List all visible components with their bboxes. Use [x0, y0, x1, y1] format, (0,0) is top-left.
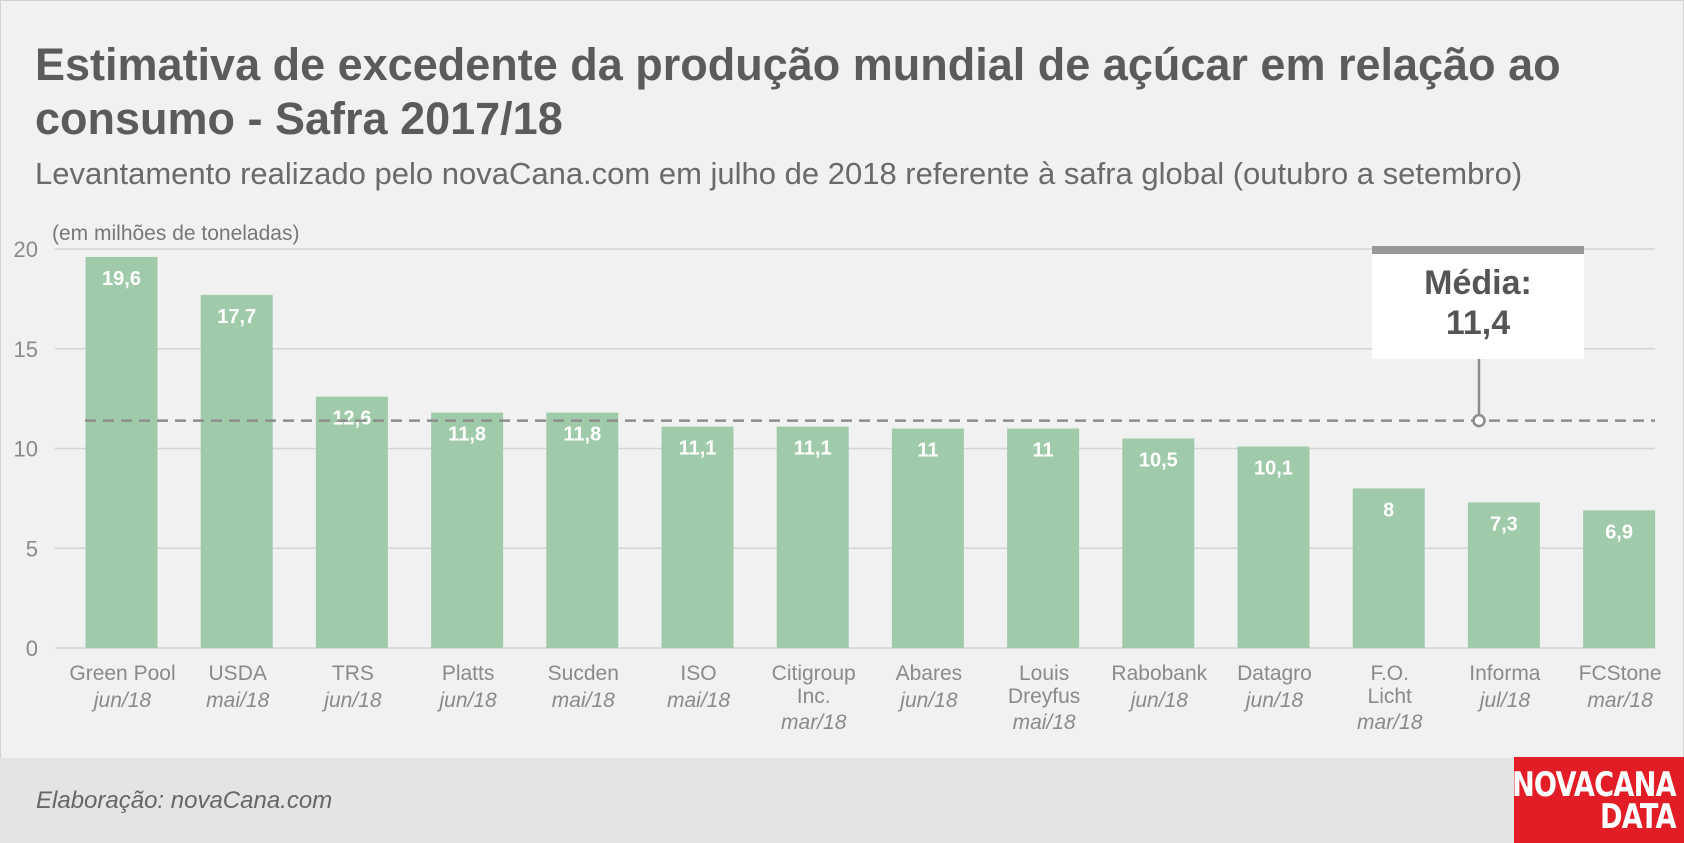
novacana-data-logo: NOVACANA DATA [1512, 757, 1684, 843]
y-tick-label: 15 [14, 337, 38, 362]
logo-line-1: NOVACANA [1512, 765, 1677, 805]
chart-title: Estimativa de excedente da produção mund… [35, 39, 1561, 144]
x-category-label: Citigroup [772, 662, 856, 685]
logo-line-2: DATA [1600, 797, 1677, 837]
bar-value-label: 11 [1033, 440, 1054, 462]
bar-value-label: 11,8 [448, 424, 486, 446]
bar-value-label: 17,7 [217, 306, 256, 328]
x-category-date: jun/18 [436, 689, 497, 712]
chart-subtitle: Levantamento realizado pelo novaCana.com… [35, 156, 1523, 191]
y-tick-label: 10 [14, 437, 38, 462]
y-tick-label: 0 [26, 636, 38, 661]
bar [1583, 510, 1656, 648]
x-category-label: Platts [442, 662, 495, 685]
x-category-date: mar/18 [1357, 711, 1423, 734]
bar-value-label: 10,1 [1254, 458, 1293, 480]
bar-value-label: 11,1 [679, 438, 717, 460]
x-category-label: Sucden [548, 662, 619, 685]
x-category-label: Informa [1469, 662, 1541, 685]
x-category-label: Louis [1019, 662, 1069, 685]
x-category-label: FCStone [1579, 662, 1662, 685]
footer-bar [0, 758, 1684, 843]
x-category-date: jun/18 [1128, 689, 1189, 712]
x-category-label: TRS [332, 662, 374, 685]
x-category-label: Dreyfus [1008, 685, 1080, 708]
bar-value-label: 10,5 [1139, 450, 1178, 472]
average-callout-box [1372, 246, 1584, 359]
bar-value-label: 11,1 [794, 438, 832, 460]
bar [546, 412, 619, 648]
bar [1352, 488, 1425, 648]
x-category-label: Inc. [797, 685, 831, 708]
x-category-label: Abares [896, 662, 963, 685]
x-category-date: mai/18 [552, 689, 615, 712]
x-category-date: jul/18 [1477, 689, 1531, 712]
x-category-date: jun/18 [1243, 689, 1304, 712]
bar [1122, 438, 1195, 648]
x-category-label: Green Pool [69, 662, 175, 685]
bar [891, 428, 964, 648]
x-category-date: mai/18 [1013, 711, 1076, 734]
x-category-date: mai/18 [206, 689, 269, 712]
x-category-label: USDA [209, 662, 267, 685]
x-category-label: ISO [680, 662, 716, 685]
bar [1007, 428, 1080, 648]
average-callout-label: Média: [1424, 264, 1532, 302]
average-callout-topbar [1372, 246, 1584, 254]
y-tick-label: 20 [14, 237, 38, 262]
bar-value-label: 12,6 [332, 408, 371, 430]
x-category-date: mar/18 [781, 711, 847, 734]
bar-value-label: 19,6 [102, 268, 141, 290]
x-category-date: jun/18 [897, 689, 958, 712]
bar-value-label: 8 [1383, 499, 1394, 521]
bar-value-label: 6,9 [1605, 521, 1633, 543]
bar [661, 426, 734, 648]
bar [200, 294, 273, 648]
x-category-label: Licht [1368, 685, 1413, 708]
bar [776, 426, 849, 648]
x-category-date: mai/18 [667, 689, 730, 712]
x-category-date: mar/18 [1587, 689, 1653, 712]
x-category-label: Datagro [1237, 662, 1312, 685]
average-callout-value: 11,4 [1446, 304, 1510, 342]
y-tick-label: 5 [26, 536, 38, 561]
x-category-date: jun/18 [321, 689, 382, 712]
bar [1467, 502, 1540, 648]
bar-chart: 0 5 10 15 20 (em milhões de toneladas) 19,6 Gre… [14, 222, 1662, 734]
bar [1237, 446, 1310, 648]
footer-credit: Elaboração: novaCana.com [36, 787, 333, 814]
y-unit-label: (em milhões de toneladas) [52, 222, 299, 245]
bar [431, 412, 504, 648]
x-category-label: F.O. [1370, 662, 1409, 685]
x-category-date: jun/18 [91, 689, 152, 712]
bar-value-label: 7,3 [1490, 513, 1518, 535]
average-callout-marker [1472, 413, 1486, 428]
bar-value-label: 11,8 [563, 424, 601, 446]
bar [85, 256, 158, 648]
bar-value-label: 11 [917, 440, 938, 462]
bar [315, 396, 388, 648]
x-category-label: Rabobank [1111, 662, 1207, 685]
